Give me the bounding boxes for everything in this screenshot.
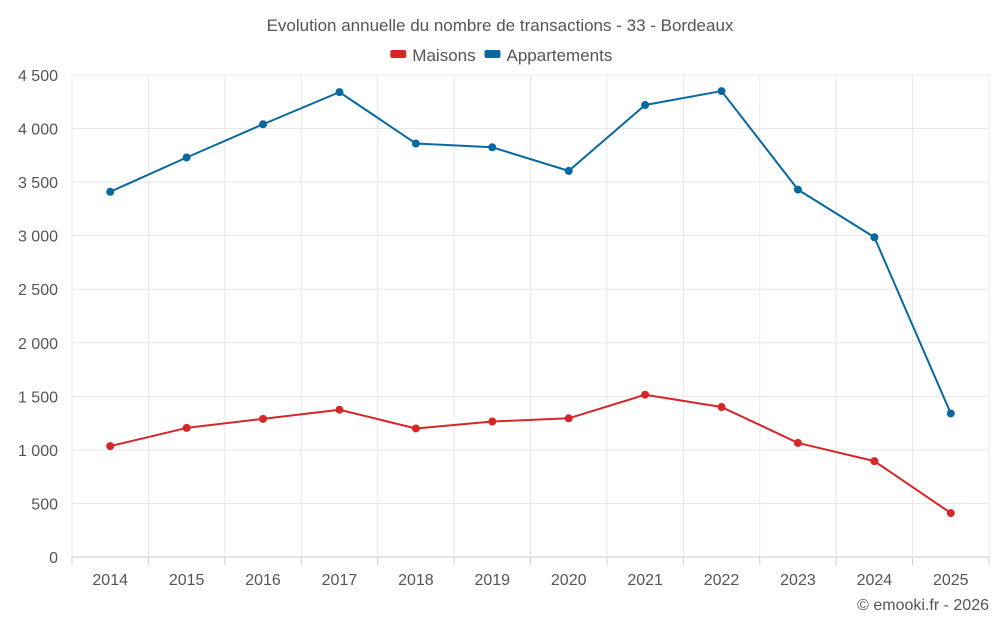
y-axis: 0 500 1 000 1 500 2 000 2 500 3 000 3 500 4 000 4…	[18, 68, 58, 567]
data-point-maisons-2014[interactable]	[106, 442, 115, 451]
data-point-appartements-2014[interactable]	[106, 187, 115, 196]
x-tick-label-2023: 2023	[780, 572, 816, 589]
y-tick-label: 1 000	[18, 443, 58, 460]
data-point-maisons-2024[interactable]	[870, 457, 879, 466]
x-tick-label-2017: 2017	[322, 572, 358, 589]
gridlines	[71, 74, 990, 558]
y-tick-label: 4 500	[18, 68, 58, 85]
y-tick-label: 500	[31, 496, 58, 513]
x-tick-label-2022: 2022	[704, 572, 740, 589]
series-layer	[106, 87, 955, 518]
data-point-appartements-2025[interactable]	[946, 409, 955, 418]
data-point-appartements-2020[interactable]	[564, 166, 573, 175]
y-tick-label: 4 000	[18, 122, 58, 139]
data-point-maisons-2019[interactable]	[488, 417, 497, 426]
data-point-maisons-2016[interactable]	[259, 414, 268, 423]
credit-text: © emooki.fr - 2026	[857, 597, 989, 614]
data-point-appartements-2016[interactable]	[259, 120, 268, 129]
data-point-maisons-2017[interactable]	[335, 405, 344, 414]
data-point-appartements-2024[interactable]	[870, 233, 879, 242]
data-point-appartements-2021[interactable]	[641, 100, 650, 109]
chart-title: Evolution annuelle du nombre de transact…	[267, 16, 734, 35]
data-point-appartements-2017[interactable]	[335, 88, 344, 97]
legend: Maisons Appartements	[390, 46, 612, 65]
data-point-maisons-2025[interactable]	[946, 509, 955, 518]
x-tick-label-2024: 2024	[857, 572, 893, 589]
x-tick-label-2025: 2025	[933, 572, 969, 589]
data-point-maisons-2022[interactable]	[717, 403, 726, 412]
y-tick-label: 1 500	[18, 389, 58, 406]
x-tick-label-2014: 2014	[92, 572, 128, 589]
legend-label-appartements: Appartements	[507, 46, 613, 65]
legend-swatch-appartements	[484, 50, 501, 58]
data-point-maisons-2018[interactable]	[411, 424, 420, 433]
x-tick-label-2020: 2020	[551, 572, 587, 589]
y-tick-label: 0	[49, 550, 58, 567]
data-point-appartements-2019[interactable]	[488, 143, 497, 152]
data-point-maisons-2020[interactable]	[564, 414, 573, 423]
x-axis: 2014 2015 2016 2017 2018 2019 2020 2021 2022 2023…	[71, 557, 990, 589]
x-tick-label-2016: 2016	[245, 572, 281, 589]
legend-swatch-maisons	[390, 50, 407, 58]
y-tick-label: 3 000	[18, 229, 58, 246]
y-tick-label: 3 500	[18, 175, 58, 192]
data-point-maisons-2015[interactable]	[182, 423, 191, 432]
data-point-appartements-2022[interactable]	[717, 87, 726, 96]
series-line-appartements	[109, 90, 952, 414]
data-point-maisons-2021[interactable]	[641, 390, 650, 399]
data-point-appartements-2023[interactable]	[793, 185, 802, 194]
x-tick-label-2018: 2018	[398, 572, 434, 589]
y-tick-label: 2 000	[18, 336, 58, 353]
y-tick-label: 2 500	[18, 282, 58, 299]
legend-item-appartements[interactable]: Appartements	[484, 46, 613, 65]
legend-item-maisons[interactable]: Maisons	[390, 46, 476, 65]
data-point-appartements-2018[interactable]	[411, 139, 420, 148]
data-point-appartements-2015[interactable]	[182, 153, 191, 162]
data-point-maisons-2023[interactable]	[793, 438, 802, 447]
series-line-maisons	[109, 393, 952, 514]
x-tick-label-2019: 2019	[474, 572, 510, 589]
legend-label-maisons: Maisons	[412, 46, 475, 65]
x-tick-label-2021: 2021	[627, 572, 663, 589]
x-tick-label-2015: 2015	[169, 572, 205, 589]
